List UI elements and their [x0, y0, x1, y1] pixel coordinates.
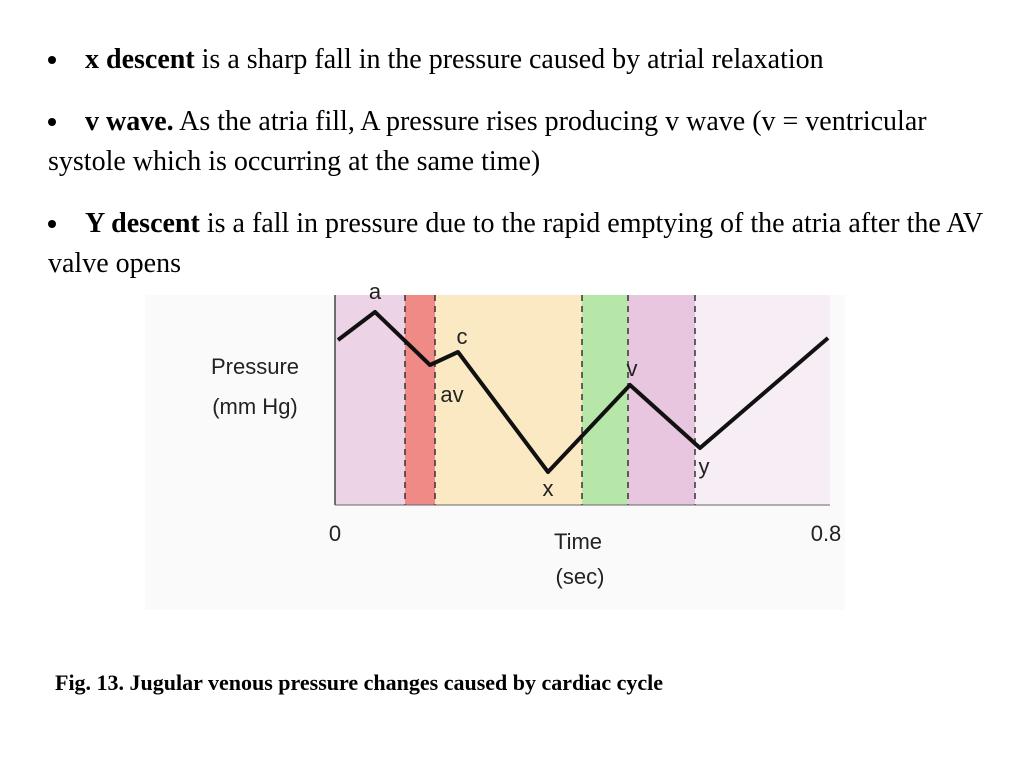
bullet-text: is a fall in pressure due to the rapid e… — [48, 208, 990, 279]
band — [695, 295, 830, 505]
x-tick-label: 0.8 — [811, 521, 842, 546]
bullet-term: Y descent — [85, 208, 200, 239]
bullet-text: is a sharp fall in the pressure caused b… — [194, 44, 824, 75]
bullet-term: v wave. — [85, 106, 174, 137]
wave-label: y — [699, 454, 710, 479]
pressure-curve — [336, 310, 830, 474]
band — [405, 295, 435, 505]
wave-label: a — [369, 279, 382, 304]
dividers — [404, 295, 696, 505]
wave-label: av — [440, 382, 463, 407]
band — [435, 295, 582, 505]
bullet-text: As the atria fill, A pressure rises prod… — [48, 106, 941, 177]
x-tick-label: 0 — [329, 521, 341, 546]
x-axis-label: (sec) — [556, 564, 605, 589]
y-axis-label: Pressure — [211, 354, 299, 379]
bullet-list: x descent is a sharp fall in the pressur… — [48, 40, 983, 306]
bullet: x descent is a sharp fall in the pressur… — [48, 40, 983, 80]
wave-label: v — [627, 356, 638, 381]
bullet-term: x descent — [85, 44, 195, 75]
y-axis-label: (mm Hg) — [212, 394, 298, 419]
wave-label: c — [457, 324, 468, 349]
band — [335, 295, 405, 505]
x-axis-label: Time — [554, 529, 602, 554]
wave-label: x — [543, 476, 554, 501]
caption: Fig. 13. Jugular venous pressure changes… — [55, 670, 664, 695]
bullet: Y descent is a fall in pressure due to t… — [48, 204, 983, 284]
band — [628, 295, 695, 505]
bullet: v wave. As the atria fill, A pressure ri… — [48, 102, 983, 182]
band — [582, 295, 628, 505]
